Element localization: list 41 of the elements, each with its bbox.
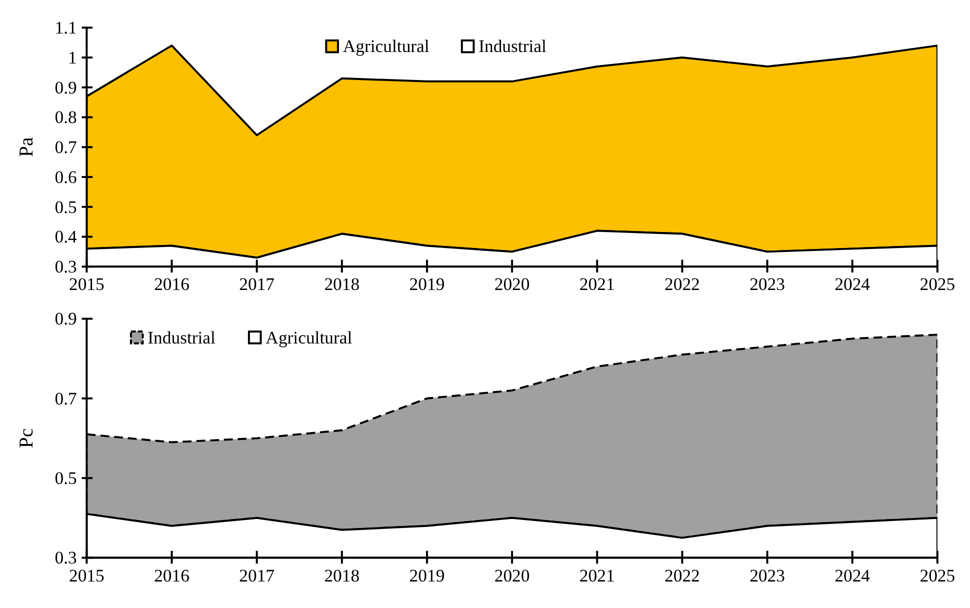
y-tick-label: 1: [68, 47, 77, 68]
y-tick-label: 0.7: [54, 137, 77, 158]
y-tick-label: 0.5: [54, 196, 77, 217]
y-tick-label: 0.5: [54, 468, 77, 488]
x-tick-label: 2021: [579, 274, 615, 294]
y-tick-label: 0.6: [54, 166, 77, 187]
x-tick-label: 2016: [154, 565, 190, 586]
legend-label: Agricultural: [266, 327, 352, 348]
y-axis-title: Pc: [16, 428, 38, 448]
x-tick-label: 2015: [68, 274, 105, 294]
x-tick-label: 2018: [324, 565, 360, 586]
y-tick-label: 0.7: [54, 388, 77, 408]
x-tick-label: 2018: [324, 274, 360, 294]
y-axis-title: Pa: [16, 137, 38, 157]
y-tick-label: 0.4: [54, 226, 77, 247]
legend-label: Industrial: [478, 36, 546, 56]
x-tick-label: 2017: [239, 274, 275, 294]
y-tick-label: 0.3: [54, 256, 77, 277]
x-tick-label: 2025: [920, 274, 956, 294]
x-tick-label: 2020: [494, 565, 530, 586]
x-tick-label: 2023: [750, 274, 786, 294]
legend-label: Agricultural: [342, 36, 430, 56]
y-tick-label: 0.9: [54, 308, 77, 329]
x-tick-label: 2016: [154, 274, 190, 294]
x-tick-label: 2019: [409, 565, 445, 586]
x-tick-label: 2019: [409, 274, 445, 294]
x-tick-label: 2024: [834, 274, 870, 294]
x-tick-label: 2024: [834, 565, 870, 586]
y-tick-label: 0.8: [54, 107, 77, 128]
x-tick-label: 2017: [239, 565, 275, 586]
x-tick-label: 2022: [664, 274, 700, 294]
legend-label: Industrial: [148, 327, 216, 348]
x-tick-label: 2015: [68, 565, 105, 586]
x-tick-label: 2020: [494, 274, 530, 294]
x-tick-label: 2025: [920, 565, 956, 586]
y-tick-label: 0.9: [54, 77, 77, 98]
x-tick-label: 2022: [664, 565, 700, 586]
y-tick-label: 0.3: [54, 548, 77, 568]
x-tick-label: 2021: [579, 565, 615, 586]
y-tick-label: 1.1: [54, 18, 77, 38]
x-tick-label: 2023: [750, 565, 786, 586]
